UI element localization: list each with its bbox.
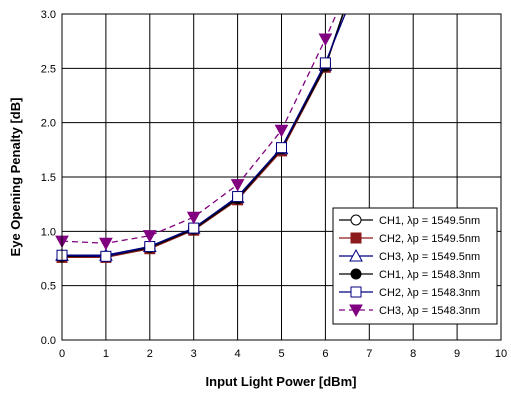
legend-marker [349,304,363,318]
plot-frame [61,13,502,341]
y-tick-label: 3.0 [41,9,56,21]
series-group [55,13,346,263]
x-tick-label: 0 [59,348,65,360]
data-point [99,237,113,251]
x-tick-label: 1 [103,348,109,360]
y-tick-label: 1.5 [41,172,56,184]
x-tick-label: 6 [322,348,328,360]
data-point [319,57,331,69]
legend-item: CH3, λp = 1549.5nm [339,248,480,263]
x-axis-title: Input Light Power [dBm] [206,374,357,389]
y-tick-label: 0.0 [41,335,56,347]
data-point [232,191,244,203]
legend-marker [350,268,362,280]
x-tick-label: 2 [147,348,153,360]
data-point [274,124,289,138]
series-line [61,13,337,244]
series-6 [55,13,337,251]
x-tick-label: 5 [278,348,284,360]
series-line [61,13,346,257]
tick-labels: 0 1 2 3 4 5 6 7 8 9 10 0.0 0.5 1.0 1.5 2.0 2.5 3.0 [41,9,507,360]
legend-label: CH3, λp = 1549.5nm [379,251,480,263]
legend-label: CH2, λp = 1549.5nm [379,233,480,245]
legend-marker [349,248,363,262]
data-point [318,33,333,47]
y-tick-label: 0.5 [41,281,56,293]
data-point [144,241,156,253]
legend-item: CH3, λp = 1548.3nm [339,304,480,318]
legend-label: CH2, λp = 1548.3nm [379,287,480,299]
data-point [188,222,200,234]
legend-label: CH1, λp = 1548.3nm [379,269,480,281]
series-5 [56,13,346,262]
data-point [142,230,157,243]
x-tick-label: 10 [495,348,507,360]
legend-item: CH1, λp = 1549.5nm [339,214,480,227]
legend-label: CH1, λp = 1549.5nm [379,215,480,227]
x-tick-label: 3 [191,348,197,360]
y-tick-label: 2.0 [41,118,56,130]
data-point [276,142,287,154]
legend-label: CH3, λp = 1548.3nm [379,305,480,317]
data-point [186,211,201,225]
legend-marker [350,214,362,226]
legend: CH1, λp = 1549.5nm CH2, λp = 1549.5nm CH3,… [332,207,498,325]
y-tick-label: 1.0 [41,226,56,238]
legend-marker [350,286,362,298]
x-tick-label: 8 [410,348,416,360]
x-tick-label: 7 [366,348,372,360]
y-axis-title: Eye Opening Penalty [dB] [8,98,23,257]
x-tick-label: 4 [235,348,241,360]
y-tick-label: 2.5 [41,63,56,75]
data-point [100,250,112,262]
legend-marker [350,232,362,244]
legend-item: CH2, λp = 1548.3nm [339,286,480,299]
x-tick-label: 9 [454,348,460,360]
data-point [230,179,245,192]
legend-item: CH1, λp = 1548.3nm [339,268,480,281]
legend-item: CH2, λp = 1549.5nm [339,232,480,245]
